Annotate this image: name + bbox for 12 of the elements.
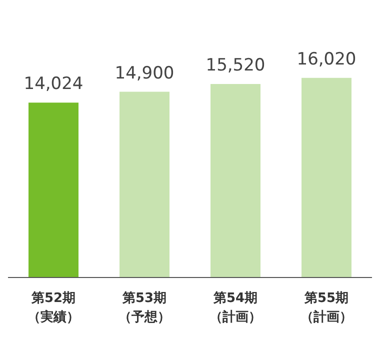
bar <box>302 78 352 277</box>
bar <box>120 92 170 277</box>
x-tick-label: 第55期（計画） <box>300 291 352 325</box>
bar <box>210 84 260 277</box>
data-label: 15,520 <box>206 56 266 76</box>
data-label: 14,900 <box>114 63 174 84</box>
data-label: 14,024 <box>24 74 84 94</box>
x-tick-label: 第52期（実績） <box>28 291 80 325</box>
data-label: 16,020 <box>296 49 356 70</box>
bar <box>28 102 78 277</box>
x-tick-label: 第53期（予想） <box>118 291 170 325</box>
x-tick-label: 第54期（計画） <box>210 291 262 325</box>
